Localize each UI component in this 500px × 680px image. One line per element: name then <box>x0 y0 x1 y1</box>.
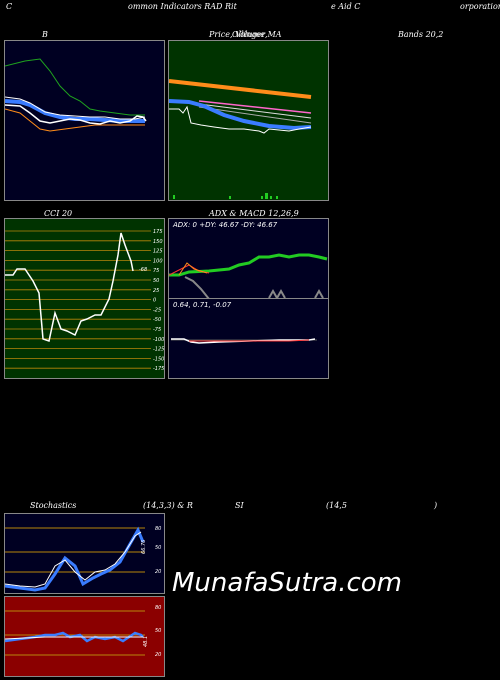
rsi-label: SI <box>235 501 244 510</box>
bb-upper-band <box>5 58 145 116</box>
volume-bar <box>265 193 268 199</box>
cci-tick-label: 125 <box>153 249 163 255</box>
adx-chart: ADX: 0 +DY: 46.67 -DY: 46.67 <box>168 218 329 299</box>
volume-bar <box>229 196 231 199</box>
cci-plot: 175 150 125 100 75 50 25 0 -25 -50 -75 -100 -125 -150… <box>5 229 164 372</box>
adx-grey-line <box>184 276 210 298</box>
rsi-plot: 80 50 20 48.1 <box>5 605 161 658</box>
bb-sma-line <box>5 96 146 120</box>
cci-tick-label: -50 <box>153 317 161 323</box>
price-volume-label: Price, Volume, <box>209 30 268 39</box>
cci-tick-label: 25 <box>153 288 159 294</box>
rsi-current-value: 48.1 <box>143 636 149 647</box>
cci-current-value: -68 <box>139 267 147 273</box>
bb-price-line <box>5 104 147 125</box>
adx-values: ADX: 0 +DY: 46.67 -DY: 46.67 <box>172 221 278 229</box>
adx-grey-marker <box>268 288 286 298</box>
stochastics-label: Stochastics <box>30 501 77 510</box>
ma-blue-line <box>169 99 312 131</box>
bollinger-bands-chart <box>4 40 165 201</box>
cci-label: CCI 20 <box>44 209 73 218</box>
adx-plus-di-line <box>169 253 328 277</box>
rsi-params-close: ) <box>434 501 438 510</box>
price-plot <box>169 79 312 199</box>
bollinger-label: B <box>42 30 48 39</box>
ma-orange-line <box>169 79 312 99</box>
bands-label: Bands 20,2 <box>398 30 444 39</box>
volume-bar <box>261 196 263 199</box>
adx-grey-marker <box>314 288 324 298</box>
stoch-tick-50: 50 <box>155 545 161 551</box>
cci-tick-label: -125 <box>153 347 164 353</box>
ma-white-line-1 <box>198 103 312 119</box>
cci-tick-label: -150 <box>153 356 164 362</box>
rsi-tick-20: 20 <box>155 652 161 658</box>
macd-plot: 0.64, 0.71, -0.07 <box>171 301 317 344</box>
stoch-tick-20: 20 <box>155 569 161 575</box>
rsi-tick-50: 50 <box>155 628 161 634</box>
cci-line <box>5 232 134 342</box>
rsi-tick-80: 80 <box>155 605 161 611</box>
header-c1: C <box>6 2 13 11</box>
cci-chart: 175 150 125 100 75 50 25 0 -25 -50 -75 -100 -125 -150… <box>4 218 165 379</box>
rsi-ma-line <box>5 636 143 640</box>
price-volume-label-overlap: Ollinger MA <box>232 30 282 39</box>
cci-tick-label: 175 <box>153 229 163 235</box>
cci-tick-label: 100 <box>153 258 163 264</box>
bb-lower-band <box>5 108 145 132</box>
price-volume-ma-chart <box>168 40 329 201</box>
volume-bar <box>173 195 175 199</box>
cci-tick-label: -100 <box>153 337 164 343</box>
cci-tick-label: 75 <box>153 268 159 274</box>
stoch-current-value: 66.76 <box>141 540 147 554</box>
header-title-part: orporation <box>460 2 500 11</box>
price-line <box>169 105 312 134</box>
cci-tick-label: 50 <box>153 278 159 284</box>
bollinger-plot <box>5 58 147 132</box>
rsi-line <box>5 631 144 643</box>
cci-tick-label: 0 <box>153 298 156 304</box>
stoch-k-line <box>5 526 145 592</box>
cci-tick-label: -75 <box>153 327 161 333</box>
stochastics-chart: 80 50 20 66.76 <box>4 513 165 594</box>
cci-tick-label: -25 <box>153 307 161 313</box>
volume-bar <box>270 196 272 199</box>
stoch-tick-80: 80 <box>155 526 161 532</box>
ma-pink-line <box>198 100 312 114</box>
header-title-part: e Aid C <box>331 2 361 11</box>
adx-macd-label: ADX & MACD 12,26,9 <box>209 209 299 218</box>
rsi-chart: 80 50 20 48.1 <box>4 596 165 677</box>
macd-line <box>189 339 310 342</box>
stochastics-params: (14,3,3) & R <box>143 501 193 510</box>
stochastics-plot: 80 50 20 66.76 <box>5 526 161 592</box>
adx-plot: ADX: 0 +DY: 46.67 -DY: 46.67 <box>169 221 328 298</box>
macd-values: 0.64, 0.71, -0.07 <box>173 301 232 309</box>
rsi-params: (14,5 <box>326 501 347 510</box>
watermark: MunafaSutra.com <box>172 568 403 598</box>
macd-chart: 0.64, 0.71, -0.07 <box>168 298 329 379</box>
header-title-part: ommon Indicators RAD Rit <box>128 2 237 11</box>
ma-white-line-2 <box>198 106 312 124</box>
cci-tick-label: 150 <box>153 239 163 245</box>
cci-tick-label: -175 <box>153 366 164 372</box>
volume-bar <box>276 196 278 199</box>
stoch-d-line <box>5 531 142 588</box>
adx-orange-line <box>178 262 208 276</box>
